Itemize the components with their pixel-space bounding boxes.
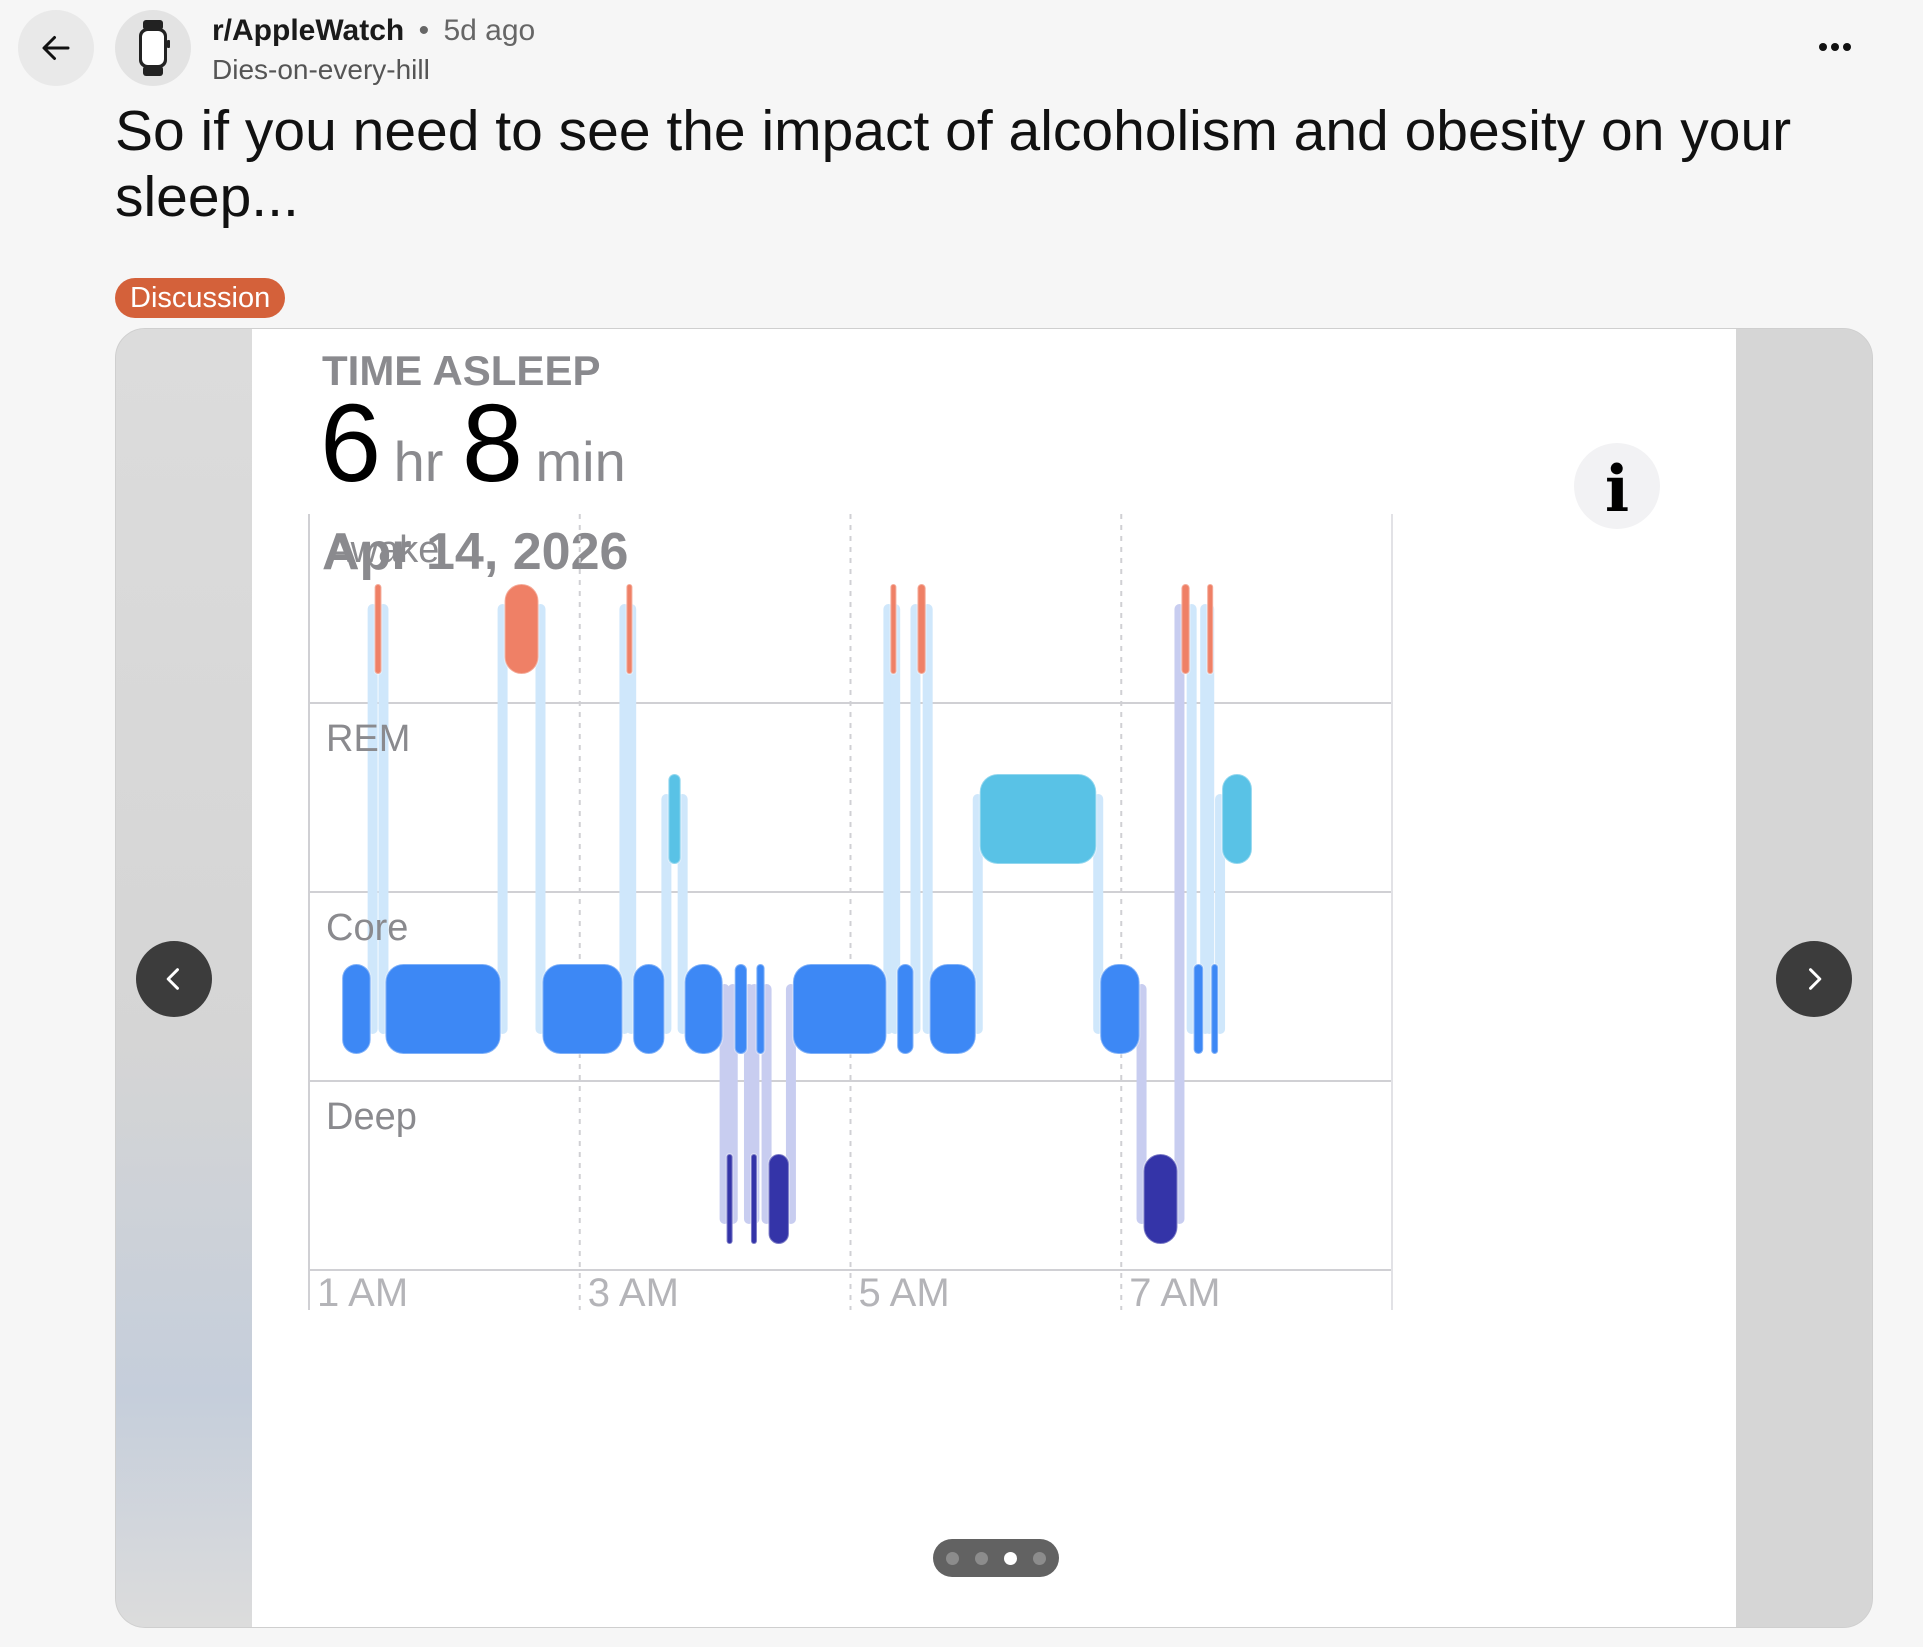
x-tick-label: 1 AM bbox=[317, 1271, 408, 1315]
previous-image-button[interactable] bbox=[136, 941, 212, 1017]
next-image-button[interactable] bbox=[1776, 941, 1852, 1017]
flair-badge[interactable]: Discussion bbox=[115, 278, 286, 318]
sleep-segment-deep bbox=[767, 1153, 790, 1245]
post-title[interactable]: So if you need to see the impact of alco… bbox=[115, 99, 1792, 229]
sleep-segment-core bbox=[341, 963, 372, 1055]
time-asleep-heading: TIME ASLEEP bbox=[322, 347, 600, 394]
sleep-segment-core bbox=[683, 963, 724, 1055]
sleep-segment-rem bbox=[978, 773, 1098, 865]
pagination-dot[interactable] bbox=[1004, 1551, 1017, 1565]
stage-transition bbox=[890, 604, 901, 1034]
sleep-date: Apr 14, 2026 bbox=[322, 523, 628, 581]
stage-label: Core bbox=[326, 907, 408, 949]
stage-transition bbox=[1174, 604, 1185, 1224]
sleep-segment-core bbox=[791, 963, 888, 1055]
more-options-button[interactable] bbox=[1810, 22, 1860, 72]
sleep-segment-core bbox=[541, 963, 624, 1055]
stage-transition bbox=[497, 604, 508, 1034]
arrow-left-icon bbox=[42, 36, 70, 60]
sleep-segment-awake bbox=[625, 583, 634, 675]
sleep-segment-awake bbox=[373, 583, 383, 675]
info-button[interactable]: i bbox=[1574, 443, 1660, 529]
pagination-dot[interactable] bbox=[946, 1551, 959, 1565]
sleep-segment-core bbox=[1192, 963, 1205, 1055]
stage-label: Awake bbox=[326, 529, 439, 571]
sleep-segment-core bbox=[733, 963, 748, 1055]
sleep-segment-deep bbox=[749, 1153, 758, 1245]
stage-label: Deep bbox=[326, 1096, 417, 1138]
author-name[interactable]: Dies-on-every-hill bbox=[212, 54, 430, 85]
sleep-segment-core bbox=[632, 963, 666, 1055]
sleep-segment-core bbox=[384, 963, 502, 1055]
back-button[interactable] bbox=[18, 10, 94, 86]
hours-unit: hr bbox=[394, 430, 444, 493]
pagination-dot[interactable] bbox=[1033, 1551, 1046, 1565]
stage-transition bbox=[367, 604, 378, 1034]
x-tick-label: 7 AM bbox=[1129, 1271, 1220, 1315]
stage-transition bbox=[972, 794, 983, 1034]
duration-value: 6 hr 8 min bbox=[320, 382, 626, 505]
sleep-segment-core bbox=[896, 963, 915, 1055]
post-meta: r/AppleWatch • 5d ago bbox=[212, 14, 535, 48]
meta-separator: • bbox=[418, 14, 430, 47]
stage-transition bbox=[910, 604, 921, 1034]
stage-transition bbox=[1093, 794, 1104, 1034]
subreddit-avatar[interactable] bbox=[115, 10, 191, 86]
stage-transition bbox=[1136, 984, 1147, 1224]
stage-transition bbox=[922, 604, 933, 1034]
sleep-segment-awake bbox=[503, 583, 540, 675]
stage-transition bbox=[535, 604, 546, 1034]
sleep-chart: TIME ASLEEP 6 hr 8 min Apr 14, 2026 i 1 … bbox=[308, 347, 1660, 1315]
sleep-segment-awake bbox=[1206, 583, 1215, 675]
sleep-segment-core bbox=[755, 963, 766, 1055]
chevron-right-icon bbox=[1809, 968, 1822, 990]
sleep-segment-rem bbox=[667, 773, 682, 865]
gallery-image: TIME ASLEEP 6 hr 8 min Apr 14, 2026 i 1 … bbox=[252, 329, 1736, 1627]
sleep-segment-core bbox=[1210, 963, 1220, 1055]
hours-value: 6 bbox=[320, 382, 381, 505]
sleep-segment-awake bbox=[916, 583, 927, 675]
pagination-dot[interactable] bbox=[975, 1551, 988, 1565]
more-horizontal-icon bbox=[1819, 43, 1851, 51]
stage-transition bbox=[378, 604, 389, 1034]
stage-label: REM bbox=[326, 718, 410, 760]
sleep-segment-rem bbox=[1221, 773, 1253, 865]
post-time: 5d ago bbox=[443, 14, 536, 47]
gallery-pagination[interactable] bbox=[933, 1539, 1059, 1577]
info-icon: i bbox=[1605, 452, 1629, 527]
subreddit-name[interactable]: r/AppleWatch bbox=[212, 14, 405, 47]
apple-watch-icon bbox=[139, 20, 170, 76]
sleep-segment-core bbox=[928, 963, 977, 1055]
minutes-unit: min bbox=[536, 430, 626, 493]
sleep-segment-deep bbox=[1142, 1153, 1179, 1245]
sleep-segment-awake bbox=[1180, 583, 1191, 675]
x-tick-label: 5 AM bbox=[859, 1271, 950, 1315]
sleep-segment-core bbox=[1099, 963, 1141, 1055]
stage-transition bbox=[626, 604, 637, 1034]
sleep-segment-deep bbox=[725, 1153, 734, 1245]
chevron-left-icon bbox=[166, 968, 179, 990]
x-tick-label: 3 AM bbox=[588, 1271, 679, 1315]
stage-transition bbox=[1186, 604, 1197, 1034]
sleep-segment-awake bbox=[889, 583, 898, 675]
minutes-value: 8 bbox=[462, 382, 523, 505]
stage-transition bbox=[1204, 604, 1215, 1034]
image-gallery[interactable]: TIME ASLEEP 6 hr 8 min Apr 14, 2026 i 1 … bbox=[115, 328, 1873, 1628]
